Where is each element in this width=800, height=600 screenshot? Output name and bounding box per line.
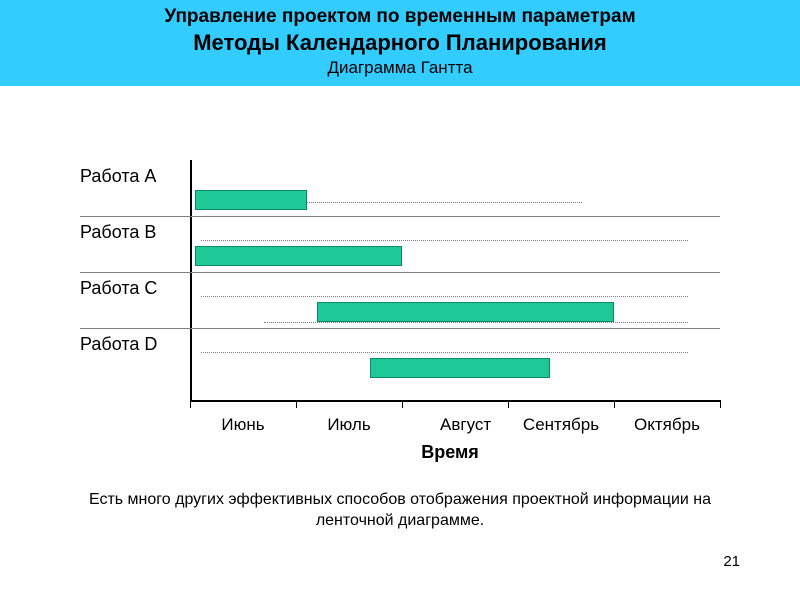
gantt-row: Работа A (80, 160, 720, 216)
x-tick (296, 400, 297, 408)
dotted-guide (201, 352, 689, 353)
dotted-guide (307, 202, 583, 203)
page-number: 21 (723, 553, 740, 570)
x-tick (508, 400, 509, 408)
gantt-row: Работа B (80, 216, 720, 272)
header-line1: Управление проектом по временным парамет… (0, 6, 800, 28)
task-label: Работа B (80, 222, 156, 243)
task-bar (195, 190, 306, 210)
x-tick-label: Июль (327, 415, 370, 435)
x-tick-label: Август (440, 415, 491, 435)
dotted-guide (201, 296, 689, 297)
x-tick (190, 400, 191, 408)
x-axis (190, 400, 720, 402)
dotted-guide (201, 240, 689, 241)
x-tick (402, 400, 403, 408)
task-label: Работа C (80, 278, 157, 299)
gantt-row: Работа C (80, 272, 720, 328)
x-axis-title: Время (421, 442, 479, 463)
x-tick (720, 400, 721, 408)
header-line2: Методы Календарного Планирования (0, 30, 800, 56)
gantt-chart: Работа AРабота BРабота CРабота D ИюньИюл… (80, 160, 720, 420)
task-bar (317, 302, 614, 322)
task-label: Работа D (80, 334, 157, 355)
dotted-guide (264, 322, 688, 323)
x-tick-label: Июнь (221, 415, 264, 435)
task-bar (195, 246, 402, 266)
gantt-row: Работа D (80, 328, 720, 384)
header-line3: Диаграмма Гантта (0, 58, 800, 78)
task-bar (370, 358, 550, 378)
x-tick-label: Октябрь (634, 415, 700, 435)
task-label: Работа A (80, 166, 156, 187)
x-tick (614, 400, 615, 408)
x-tick-label: Сентябрь (523, 415, 599, 435)
slide-header: Управление проектом по временным парамет… (0, 0, 800, 86)
footer-text: Есть много других эффективных способов о… (50, 490, 750, 532)
